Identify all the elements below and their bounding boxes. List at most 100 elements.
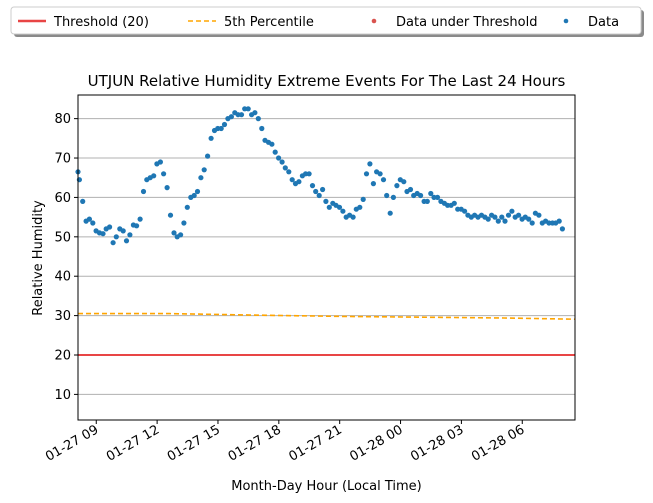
data-point <box>327 205 332 210</box>
x-tick-label: 01-27 18 <box>226 422 284 464</box>
data-point <box>138 217 143 222</box>
plot-area <box>75 95 575 420</box>
data-point <box>209 136 214 141</box>
data-point <box>111 240 116 245</box>
data-point <box>560 226 565 231</box>
data-point <box>134 223 139 228</box>
data-point <box>530 220 535 225</box>
data-point <box>286 169 291 174</box>
data-point <box>90 220 95 225</box>
data-point <box>351 215 356 220</box>
data-point <box>320 187 325 192</box>
y-axis: 10 20 30 40 50 60 70 80 <box>54 112 78 403</box>
data-point <box>192 193 197 198</box>
legend-label: 5th Percentile <box>224 15 314 30</box>
data-point <box>202 167 207 172</box>
data-point <box>317 193 322 198</box>
data-point <box>337 205 342 210</box>
data-point <box>280 159 285 164</box>
data-point <box>229 114 234 119</box>
data-point <box>121 228 126 233</box>
data-point <box>401 179 406 184</box>
y-tick-label: 10 <box>54 388 71 403</box>
data-point <box>496 219 501 224</box>
y-tick-label: 40 <box>54 270 71 285</box>
data-point <box>486 217 491 222</box>
y-tick-label: 60 <box>54 191 71 206</box>
data-point <box>307 171 312 176</box>
data-point <box>388 211 393 216</box>
data-point <box>168 213 173 218</box>
data-point <box>222 122 227 127</box>
data-point <box>205 154 210 159</box>
data-point <box>87 217 92 222</box>
data-point <box>425 199 430 204</box>
data-point <box>313 189 318 194</box>
data-point <box>269 142 274 147</box>
chart-title: UTJUN Relative Humidity Extreme Events F… <box>88 72 566 90</box>
data-point <box>151 173 156 178</box>
data-point <box>165 185 170 190</box>
x-tick-label: 01-28 03 <box>408 422 466 464</box>
data-point <box>246 106 251 111</box>
data-point <box>80 199 85 204</box>
x-tick-label: 01-27 21 <box>287 422 345 464</box>
y-tick-label: 50 <box>54 230 71 245</box>
legend-dot-swatch <box>372 19 377 24</box>
data-point <box>283 165 288 170</box>
data-point <box>256 116 261 121</box>
data-point <box>394 183 399 188</box>
data-point <box>198 175 203 180</box>
data-point <box>502 219 507 224</box>
data-point <box>276 155 281 160</box>
data-point <box>452 201 457 206</box>
data-point <box>107 224 112 229</box>
data-point <box>273 150 278 155</box>
data-point <box>526 217 531 222</box>
x-axis-label: Month-Day Hour (Local Time) <box>231 479 421 494</box>
data-point <box>185 205 190 210</box>
data-point <box>124 238 129 243</box>
legend-dot-swatch <box>564 19 569 24</box>
data-point <box>141 189 146 194</box>
data-point <box>323 199 328 204</box>
data-point <box>127 232 132 237</box>
legend: Threshold (20) 5th Percentile Data under T… <box>11 7 644 37</box>
data-point <box>340 209 345 214</box>
data-point <box>296 179 301 184</box>
data-point <box>364 171 369 176</box>
data-point <box>181 220 186 225</box>
data-point <box>557 219 562 224</box>
data-point <box>252 110 257 115</box>
y-tick-label: 20 <box>54 349 71 364</box>
data-point <box>384 193 389 198</box>
data-point <box>462 209 467 214</box>
data-point <box>506 213 511 218</box>
data-point <box>195 189 200 194</box>
x-tick-label: 01-27 09 <box>43 422 101 464</box>
legend-label: Data under Threshold <box>396 15 537 30</box>
data-point <box>178 232 183 237</box>
data-point <box>391 195 396 200</box>
data-point <box>161 171 166 176</box>
x-tick-label: 01-28 06 <box>469 422 527 464</box>
y-tick-label: 30 <box>54 309 71 324</box>
x-tick-label: 01-27 12 <box>104 422 162 464</box>
data-point <box>310 183 315 188</box>
data-point <box>158 159 163 164</box>
data-point <box>361 197 366 202</box>
data-point <box>378 171 383 176</box>
y-axis-label: Relative Humidity <box>31 200 46 316</box>
data-point <box>492 215 497 220</box>
data-point <box>100 231 105 236</box>
data-point <box>381 177 386 182</box>
data-point <box>435 195 440 200</box>
y-tick-label: 80 <box>54 112 71 127</box>
data-point <box>239 112 244 117</box>
data-point <box>509 209 514 214</box>
data-point <box>371 181 376 186</box>
data-point <box>418 193 423 198</box>
data-point <box>357 205 362 210</box>
data-point <box>408 187 413 192</box>
